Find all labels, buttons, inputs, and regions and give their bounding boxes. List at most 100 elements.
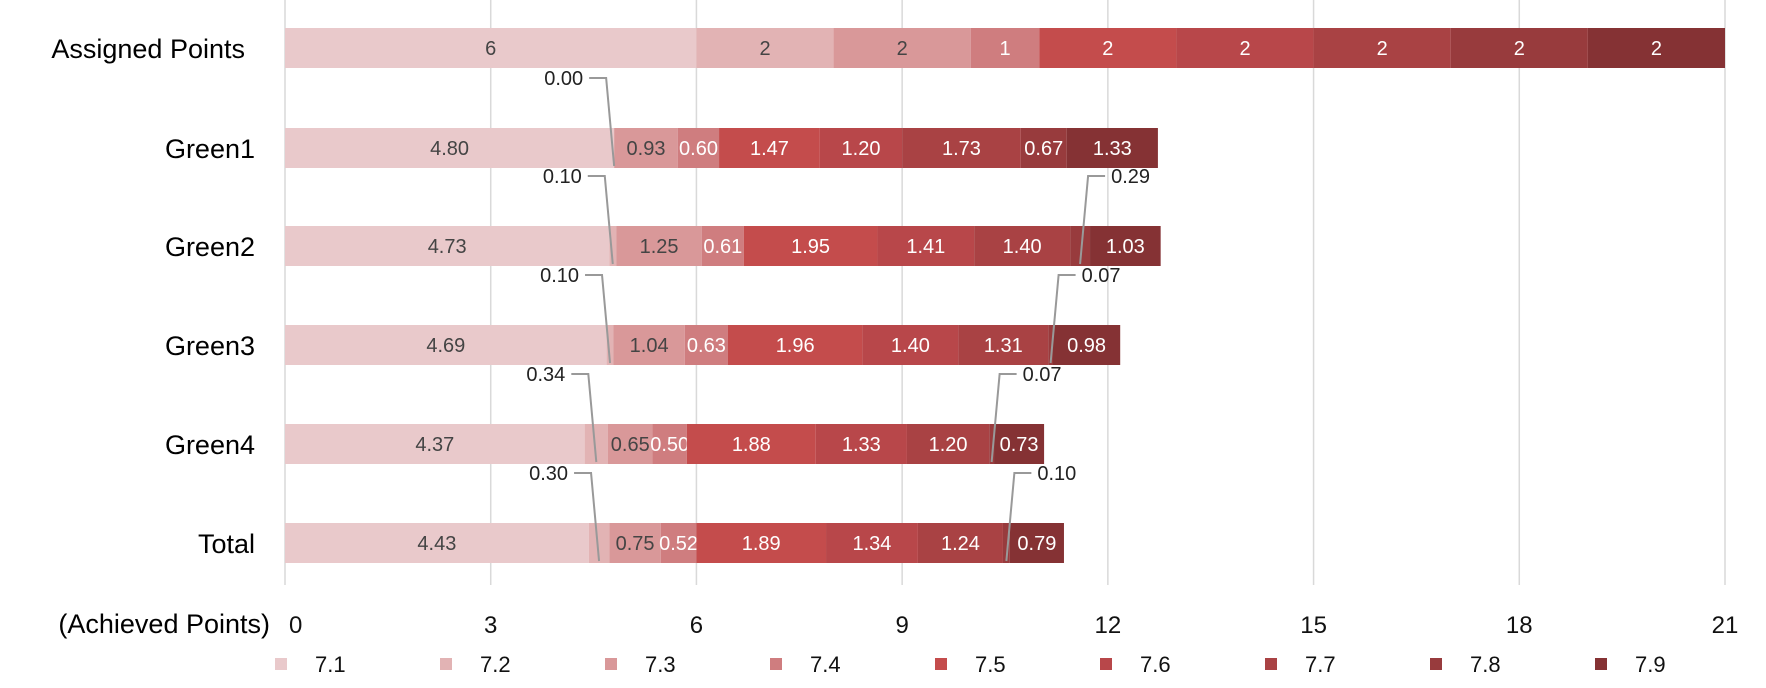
legend-swatch (605, 658, 617, 670)
bars: 6 2 2 1 2 2 2 2 2 4.80 0.93 0.60 1.47 1.20 1.73 0.67 1.3… (285, 28, 1725, 563)
bar-segment (1450, 28, 1588, 68)
callout-leader (585, 274, 612, 364)
bar-segment (616, 226, 702, 266)
bar-segment (285, 325, 607, 365)
bar-segment (684, 325, 728, 365)
bar-segment (285, 28, 697, 68)
legend-label: 7.6 (1140, 652, 1171, 677)
bar-segment (584, 424, 608, 464)
callout-leader (1079, 175, 1106, 265)
data-label: 1.96 (776, 335, 815, 357)
bar-segment (994, 424, 1045, 464)
data-label: 2 (1651, 38, 1662, 60)
data-label: 1.41 (906, 236, 945, 258)
bar-segment (917, 523, 1003, 563)
data-label: 1.40 (1003, 236, 1042, 258)
callout-label: 0.00 (544, 68, 583, 90)
x-tick-label: 9 (895, 612, 908, 639)
bar-segment (826, 523, 918, 563)
x-tick-label: 18 (1506, 612, 1533, 639)
callout-leader (589, 77, 616, 167)
bar-segment (285, 523, 589, 563)
callout-leader (990, 373, 1017, 463)
data-label: 0.61 (703, 236, 742, 258)
bar-segment (1020, 128, 1067, 168)
bar-segment (815, 424, 907, 464)
bar-segment (609, 523, 661, 563)
bar-segment (613, 325, 685, 365)
data-label: 1.24 (941, 533, 980, 555)
legend-label: 7.2 (480, 652, 511, 677)
legend-swatch (770, 658, 782, 670)
callout-leader (574, 472, 601, 562)
bar-segment (1053, 325, 1121, 365)
bar-segment (1048, 325, 1053, 365)
bar-segment (862, 325, 959, 365)
callout-label: 0.34 (526, 364, 565, 386)
data-label: 1.04 (630, 335, 669, 357)
data-label: 1.88 (732, 434, 771, 456)
legend-label: 7.5 (975, 652, 1006, 677)
legend-label: 7.1 (315, 652, 346, 677)
callout-label: 0.29 (1111, 166, 1150, 188)
x-tick-label: 12 (1095, 612, 1122, 639)
category-label: Green3 (165, 331, 255, 361)
x-tick-label: 15 (1300, 612, 1327, 639)
data-label: 0.52 (659, 533, 698, 555)
bar-segment (743, 226, 878, 266)
category-label: Green2 (165, 232, 255, 262)
callout-label: 0.07 (1082, 265, 1121, 287)
data-label: 1.33 (1093, 138, 1132, 160)
bar-segment (614, 128, 678, 168)
callout-label: 0.07 (1023, 364, 1062, 386)
category-label: Green4 (165, 430, 255, 460)
data-label: 0.63 (687, 335, 726, 357)
bar-segment (958, 325, 1049, 365)
bar-segment (660, 523, 697, 563)
data-label: 0.75 (616, 533, 655, 555)
callout-label: 0.10 (543, 166, 582, 188)
category-label: Assigned Points (51, 34, 245, 64)
data-label: 1.20 (929, 434, 968, 456)
bar-segment (285, 226, 610, 266)
bar-segment (588, 523, 610, 563)
legend-swatch (1595, 658, 1607, 670)
data-label: 2 (1102, 38, 1113, 60)
bar-segment (727, 325, 863, 365)
data-label: 1.89 (742, 533, 781, 555)
data-label: 4.80 (430, 138, 469, 160)
data-label: 2 (1239, 38, 1250, 60)
data-label: 4.37 (415, 434, 454, 456)
bar-segment (696, 28, 834, 68)
bar-segment (696, 523, 827, 563)
x-tick-label: 3 (484, 612, 497, 639)
callouts: 0.00 0.10 0.29 0.10 0.07 0.34 0.07 0.30 0.10 (526, 68, 1150, 562)
data-label: 0.79 (1017, 533, 1056, 555)
callout-leader (587, 175, 614, 265)
bar-segment (1009, 523, 1064, 563)
legend-label: 7.4 (810, 652, 841, 677)
legend: 7.1 7.2 7.3 7.4 7.5 7.6 7.7 7.8 7.9 (275, 652, 1666, 677)
bar-segment (285, 128, 615, 168)
callout-leader (1005, 472, 1032, 562)
data-label: 1.25 (640, 236, 679, 258)
legend-swatch (440, 658, 452, 670)
bar-segment (1066, 128, 1158, 168)
data-label: 4.73 (428, 236, 467, 258)
data-label: 1.47 (750, 138, 789, 160)
bar-segment (1039, 28, 1177, 68)
x-axis-ticks: 0 3 6 9 12 15 18 21 (289, 612, 1738, 639)
bar-segment (677, 128, 720, 168)
data-label: 1 (999, 38, 1010, 60)
data-label: 0.50 (650, 434, 689, 456)
data-label: 4.43 (417, 533, 456, 555)
data-label: 2 (759, 38, 770, 60)
bar-segment (1090, 226, 1161, 266)
callout-leader (571, 373, 598, 463)
x-tick-label: 6 (690, 612, 703, 639)
callout-label: 0.10 (1037, 463, 1076, 485)
bar-segment (607, 424, 653, 464)
bar-segment (833, 28, 971, 68)
category-label: Green1 (165, 134, 255, 164)
